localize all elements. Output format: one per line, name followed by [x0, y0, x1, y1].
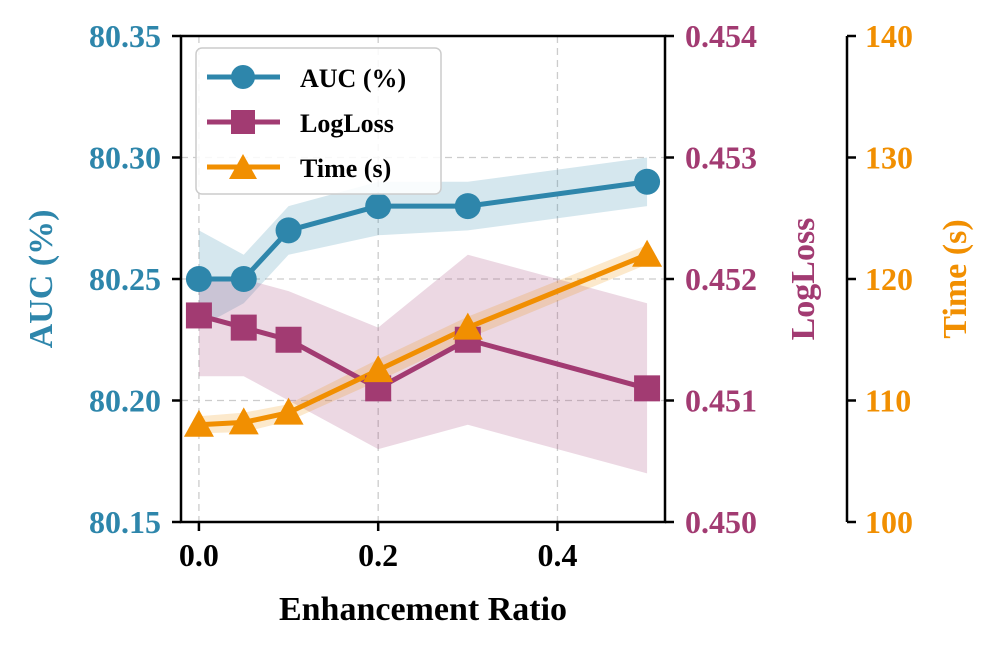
time-point-3	[363, 355, 394, 383]
auc-point-2	[275, 217, 302, 244]
time-point-1	[228, 407, 259, 435]
logloss-tick-label-0: 0.450	[685, 504, 757, 540]
auc-point-3	[365, 193, 392, 220]
band-time	[198, 244, 648, 434]
x-axis-label: Enhancement Ratio	[279, 591, 567, 628]
legend-frame	[195, 47, 442, 195]
time-point-2	[273, 397, 304, 425]
auc-point-4	[454, 193, 481, 220]
legend-item-logloss: LogLoss	[207, 109, 394, 138]
time-point-4	[452, 312, 483, 340]
logloss-tick-label-4: 0.454	[685, 18, 757, 54]
legend-label-auc: AUC (%)	[300, 64, 406, 93]
x-tick-label-0: 0.0	[179, 537, 219, 573]
logloss-point-1	[230, 314, 257, 341]
auc-tick-label-1: 80.20	[89, 383, 161, 419]
logloss-point-0	[185, 302, 212, 329]
logloss-tick-label-2: 0.452	[685, 261, 757, 297]
auc-point-0	[185, 266, 212, 292]
logloss-tick-label-3: 0.453	[685, 140, 757, 176]
time-tick-label-3: 130	[865, 140, 913, 176]
axes: 0.0 0.2 0.4 80.15 80.20 80.25 80.30 80.35 0.450 0…	[89, 18, 913, 573]
time-tick-label-4: 140	[865, 18, 913, 54]
legend-item-auc: AUC (%)	[207, 64, 406, 93]
time-tick-label-2: 120	[865, 261, 913, 297]
time-tick-label-0: 100	[865, 504, 913, 540]
auc-tick-label-3: 80.30	[89, 140, 161, 176]
legend-label-time: Time (s)	[300, 154, 391, 183]
legend-item-time: Time (s)	[207, 154, 391, 183]
auc-tick-label-4: 80.35	[89, 18, 161, 54]
auc-point-1	[230, 266, 257, 292]
x-tick-label-1: 0.2	[358, 537, 398, 573]
time-point-0	[183, 409, 214, 437]
logloss-tick-label-1: 0.451	[685, 383, 757, 419]
auc-axis-label: AUC (%)	[23, 210, 60, 349]
logloss-point-5	[634, 375, 661, 402]
series-markers	[183, 168, 663, 437]
legend-marker-logloss	[231, 110, 255, 134]
logloss-point-2	[275, 326, 302, 353]
band-auc	[198, 157, 648, 328]
time-tick-label-1: 110	[865, 383, 911, 419]
legend-label-logloss: LogLoss	[300, 109, 394, 138]
auc-point-5	[634, 168, 661, 195]
auc-tick-label-0: 80.15	[89, 504, 161, 540]
legend-marker-time	[229, 154, 257, 179]
logloss-axis-label: LogLoss	[785, 218, 822, 341]
x-tick-label-2: 0.4	[537, 537, 577, 573]
legend-marker-auc	[231, 65, 255, 89]
time-point-5	[632, 239, 663, 267]
time-axis-label: Time (s)	[937, 219, 974, 338]
auc-tick-label-2: 80.25	[89, 261, 161, 297]
legend: AUC (%) LogLoss Time (s)	[195, 47, 442, 195]
